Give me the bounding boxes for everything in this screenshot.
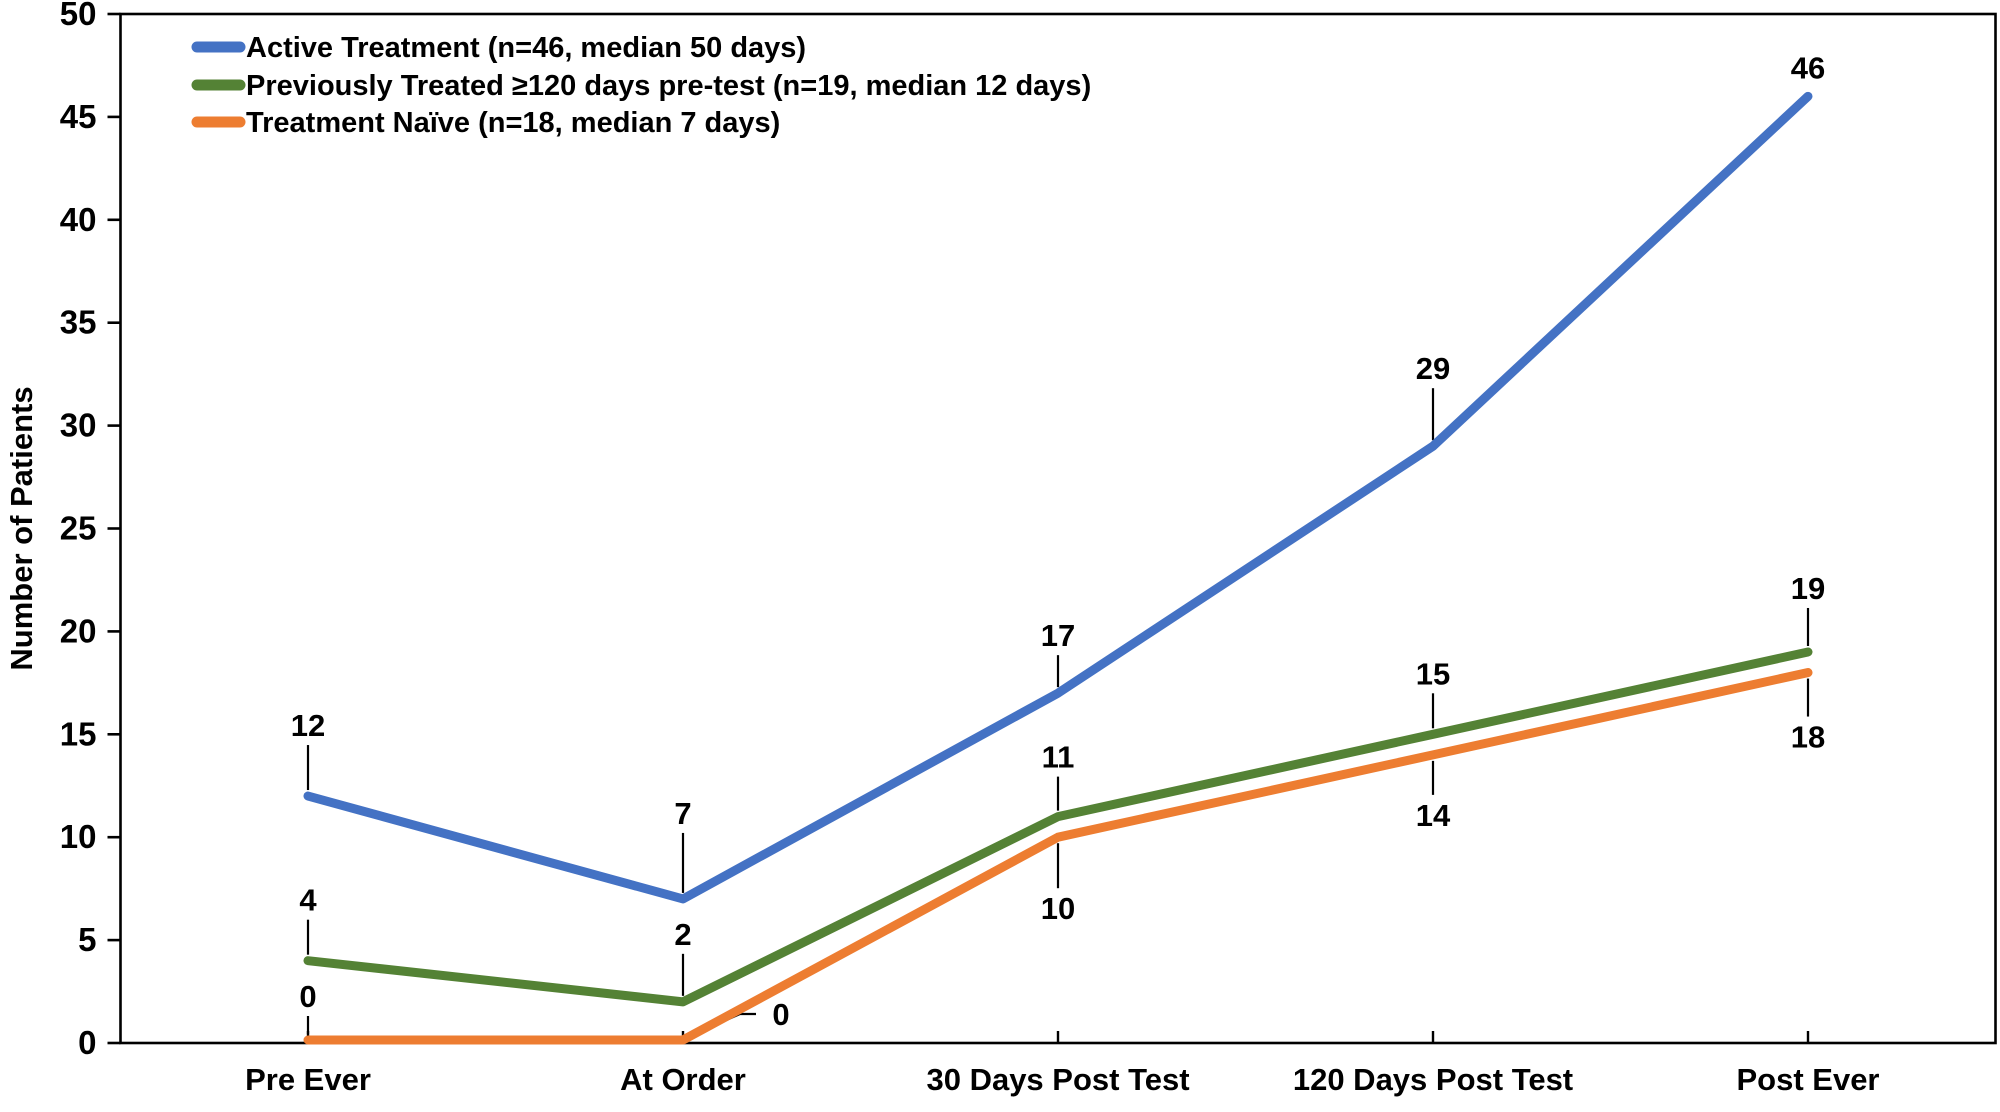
x-axis-tick-label: At Order <box>620 1062 746 1097</box>
data-point-label: 18 <box>1791 720 1825 755</box>
legend-item-treatment-naive: Treatment Naïve (n=18, median 7 days) <box>191 107 780 139</box>
y-axis-tick-label: 40 <box>60 201 97 238</box>
data-point-label: 7 <box>674 796 691 831</box>
data-point-label: 46 <box>1791 50 1825 85</box>
legend-item-previously-treated: Previously Treated ≥120 days pre-test (n… <box>191 70 1091 102</box>
y-axis-tick-label: 15 <box>60 715 97 752</box>
data-point-label: 19 <box>1791 571 1825 606</box>
legend-label: Active Treatment (n=46, median 50 days) <box>246 32 806 64</box>
y-axis-tick-label: 25 <box>60 510 97 547</box>
data-point-label: 15 <box>1416 656 1450 691</box>
data-point-label: 17 <box>1041 618 1075 653</box>
y-axis-tick-label: 50 <box>60 0 97 32</box>
data-labels: 12 7 17 29 46 4 2 11 15 19 0 0 10 14 18 <box>291 50 1825 1032</box>
plot-border <box>119 12 1997 1045</box>
series-line-active-treatment <box>303 91 1813 904</box>
legend-label: Previously Treated ≥120 days pre-test (n… <box>246 70 1091 102</box>
x-axis-tick-label: Pre Ever <box>245 1062 371 1097</box>
legend-label: Treatment Naïve (n=18, median 7 days) <box>246 107 780 139</box>
data-point-label: 12 <box>291 708 325 743</box>
data-point-label: 4 <box>299 883 317 918</box>
data-point-label: 11 <box>1042 740 1075 775</box>
legend-item-active-treatment: Active Treatment (n=46, median 50 days) <box>191 32 806 64</box>
data-point-label: 29 <box>1416 351 1450 386</box>
x-axis-tick-label: Post Ever <box>1736 1062 1879 1097</box>
y-axis-tick-label: 30 <box>60 407 97 444</box>
data-point-label: 14 <box>1416 798 1451 833</box>
y-axis-tick-label: 45 <box>60 98 97 135</box>
x-axis: Pre Ever At Order 30 Days Post Test 120 Day… <box>245 1031 1880 1097</box>
legend: Active Treatment (n=46, median 50 days) P… <box>191 32 1091 139</box>
data-point-label: 0 <box>299 979 316 1014</box>
data-point-label: 10 <box>1041 891 1075 926</box>
data-point-label: 2 <box>674 917 691 952</box>
y-axis: 0 5 10 15 20 25 30 35 40 45 50 <box>60 0 121 1061</box>
y-axis-tick-label: 35 <box>60 304 97 341</box>
y-axis-tick-label: 20 <box>60 612 97 649</box>
x-axis-tick-label: 30 Days Post Test <box>926 1062 1189 1097</box>
y-axis-tick-label: 5 <box>78 921 96 958</box>
y-axis-tick-label: 10 <box>60 818 97 855</box>
series-lines <box>303 91 1813 1045</box>
y-axis-title: Number of Patients <box>4 386 39 670</box>
data-point-label: 0 <box>772 997 789 1032</box>
y-axis-tick-label: 0 <box>78 1024 96 1061</box>
x-axis-tick-label: 120 Days Post Test <box>1293 1062 1573 1097</box>
series-line-treatment-naive <box>303 668 1813 1045</box>
series-line-previously-treated <box>303 647 1813 1007</box>
leader-lines <box>306 388 1810 1039</box>
